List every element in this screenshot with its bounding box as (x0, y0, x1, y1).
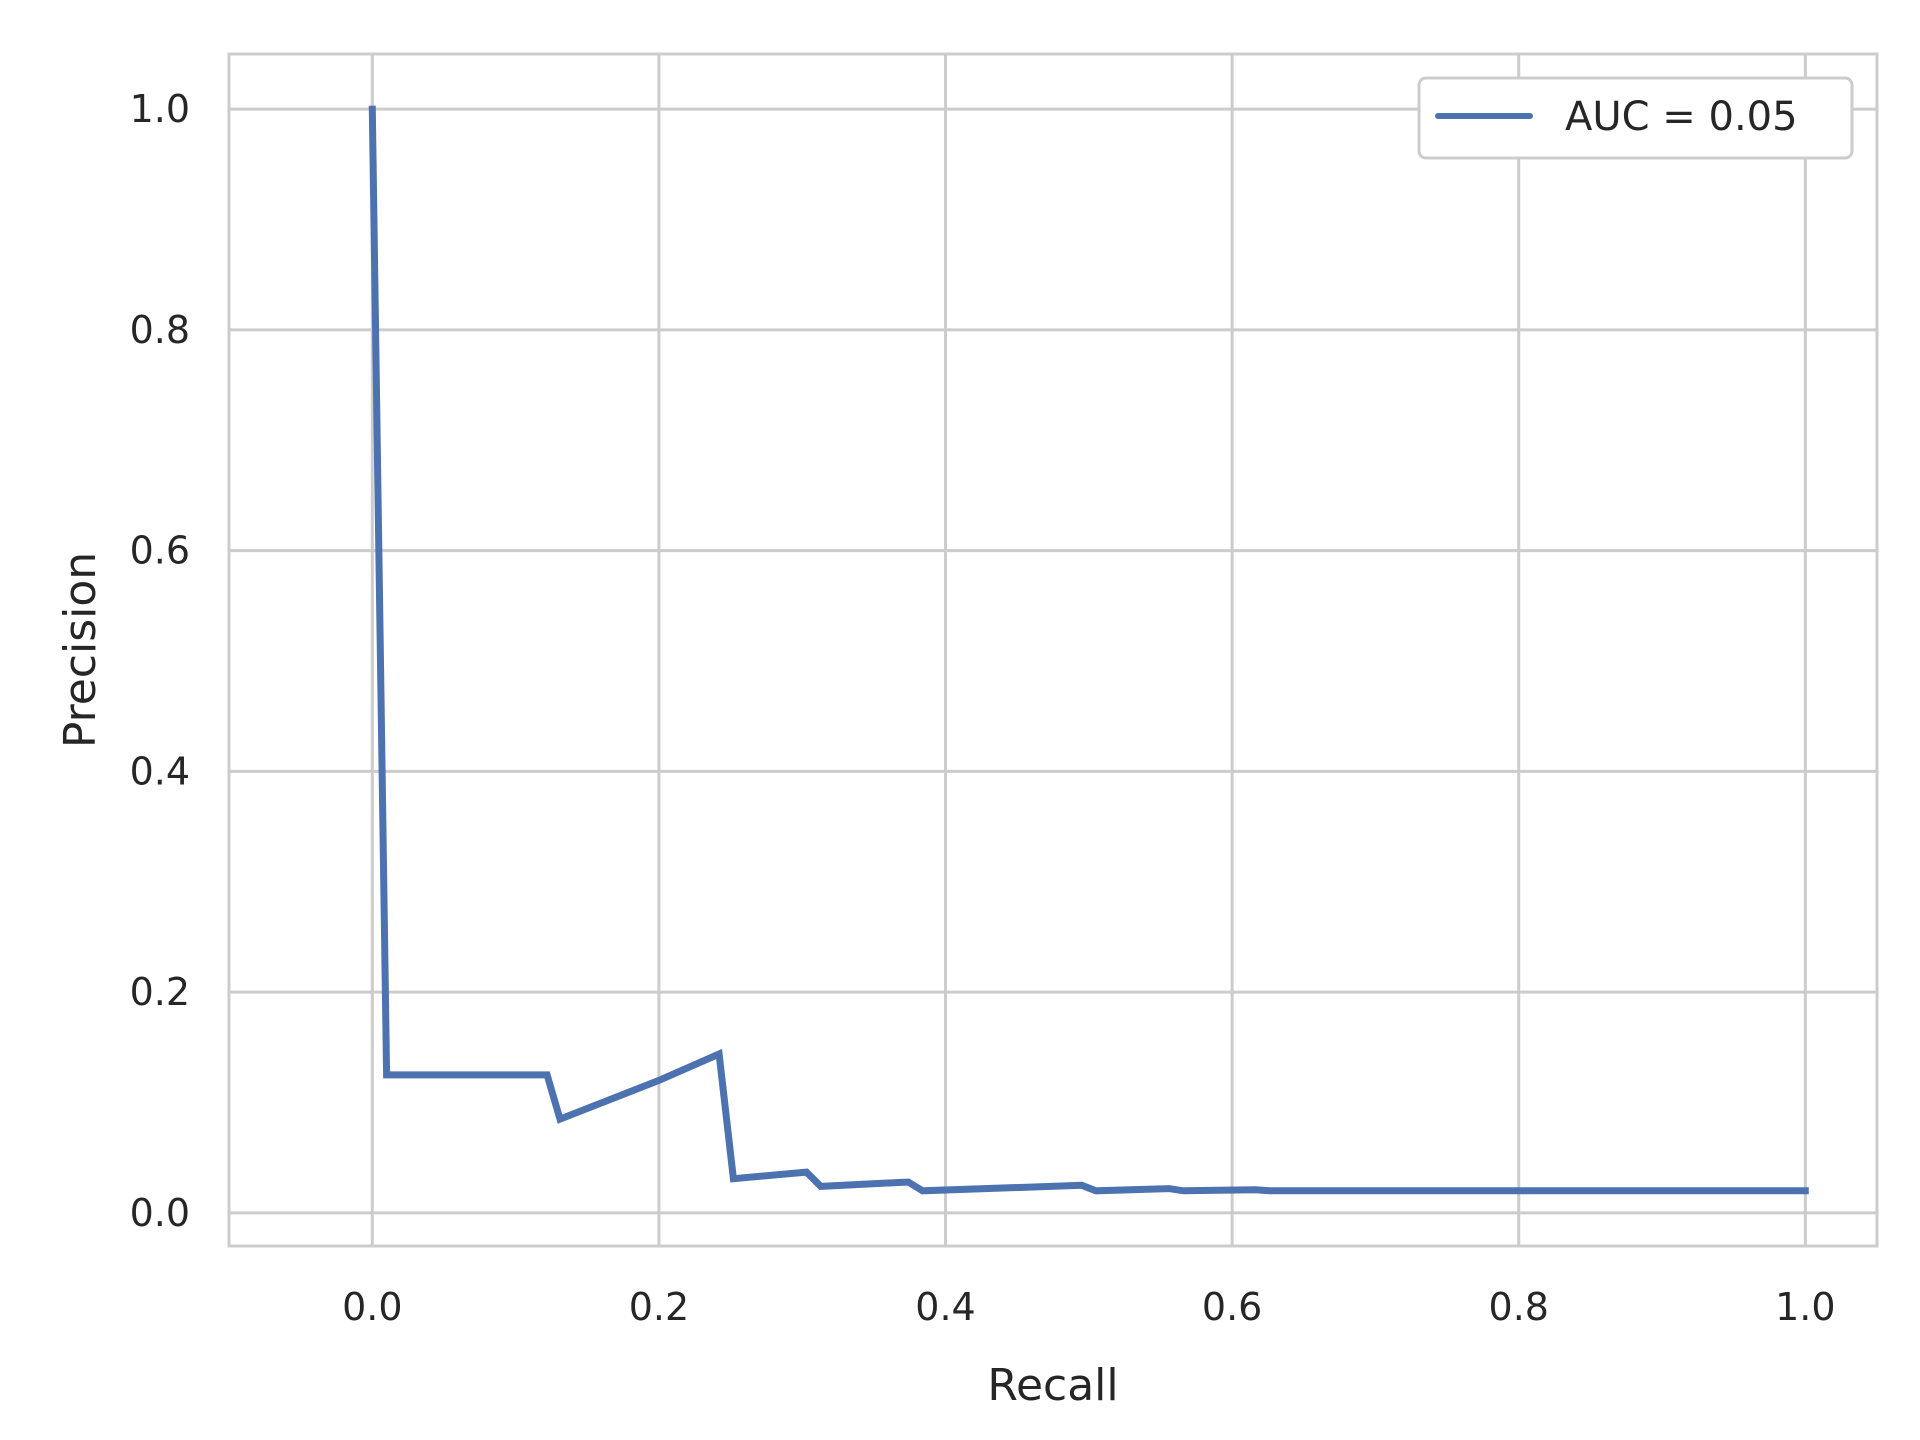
plot-frame (227, 52, 1879, 1248)
legend-box (1417, 76, 1854, 160)
y-tick-label: 0.6 (130, 529, 190, 573)
x-tick-label: 0.2 (629, 1285, 689, 1329)
legend: AUC = 0.05 (1417, 76, 1854, 160)
series-line (368, 105, 1809, 1195)
y-tick-label: 0.0 (130, 1191, 190, 1235)
x-tick-label: 1.0 (1775, 1285, 1835, 1329)
x-tick-label: 0.6 (1202, 1285, 1262, 1329)
series-layer (368, 105, 1809, 1195)
x-tick-label: 0.8 (1489, 1285, 1549, 1329)
y-tick-label: 0.8 (130, 308, 190, 352)
y-tick-label: 1.0 (130, 87, 190, 131)
y-tick-label: 0.4 (130, 749, 190, 793)
x-tick-label: 0.4 (915, 1285, 975, 1329)
y-tick-label: 0.2 (130, 970, 190, 1014)
grid-lines (229, 54, 1877, 1246)
y-axis-label: Precision (55, 552, 106, 748)
x-axis-label: Recall (987, 1360, 1118, 1411)
tick-labels: 0.0 0.2 0.4 0.6 0.8 1.0 0.0 0.2 0.4 0.6 0.8 1.0 (130, 87, 1836, 1329)
x-tick-label: 0.0 (342, 1285, 402, 1329)
legend-label: AUC = 0.05 (1565, 94, 1798, 140)
